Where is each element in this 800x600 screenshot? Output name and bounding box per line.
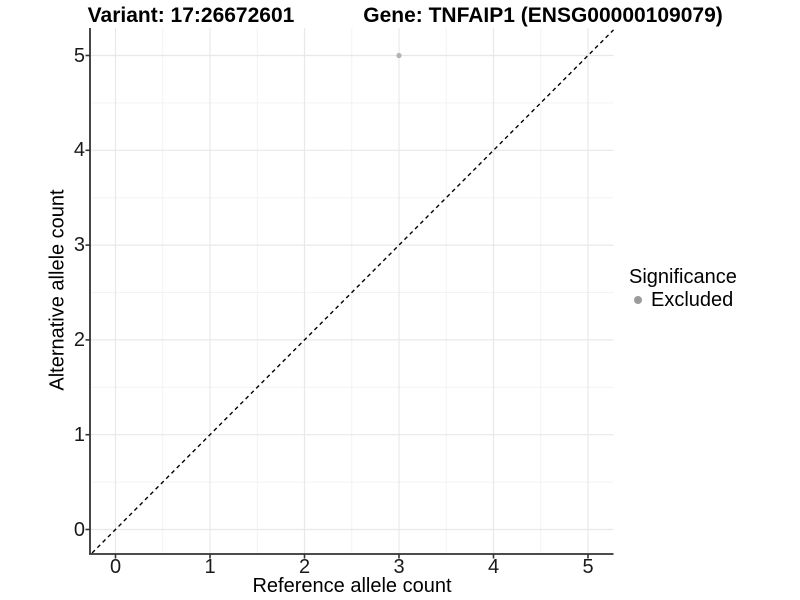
x-tick-label: 0	[109, 556, 122, 578]
y-tick-label: 0	[73, 518, 85, 541]
x-tick-label: 5	[582, 556, 594, 578]
y-axis-title: Alternative allele count	[46, 189, 69, 391]
x-tick-label: 4	[487, 556, 500, 578]
legend: Significance Excluded	[629, 266, 737, 311]
y-tick-label: 5	[73, 44, 85, 67]
identity-reference-line	[91, 29, 614, 554]
legend-point-icon	[634, 296, 642, 304]
x-tick-label: 2	[298, 556, 311, 578]
plot-title-variant: Variant: 17:26672601	[87, 4, 295, 27]
legend-item-excluded: Excluded	[629, 289, 737, 311]
plot-title-gene: Gene: TNFAIP1 (ENSG00000109079)	[363, 4, 723, 27]
x-tick-label: 3	[393, 556, 405, 578]
legend-title: Significance	[629, 266, 737, 288]
y-tick-label: 4	[73, 139, 85, 162]
y-tick-label: 1	[73, 423, 85, 446]
x-axis-title: Reference allele count	[252, 575, 452, 597]
data-point	[396, 52, 402, 59]
y-tick-label: 3	[73, 234, 85, 257]
x-tick-label: 1	[204, 556, 216, 578]
y-tick-label: 2	[73, 328, 85, 351]
legend-item-label: Excluded	[651, 288, 734, 311]
